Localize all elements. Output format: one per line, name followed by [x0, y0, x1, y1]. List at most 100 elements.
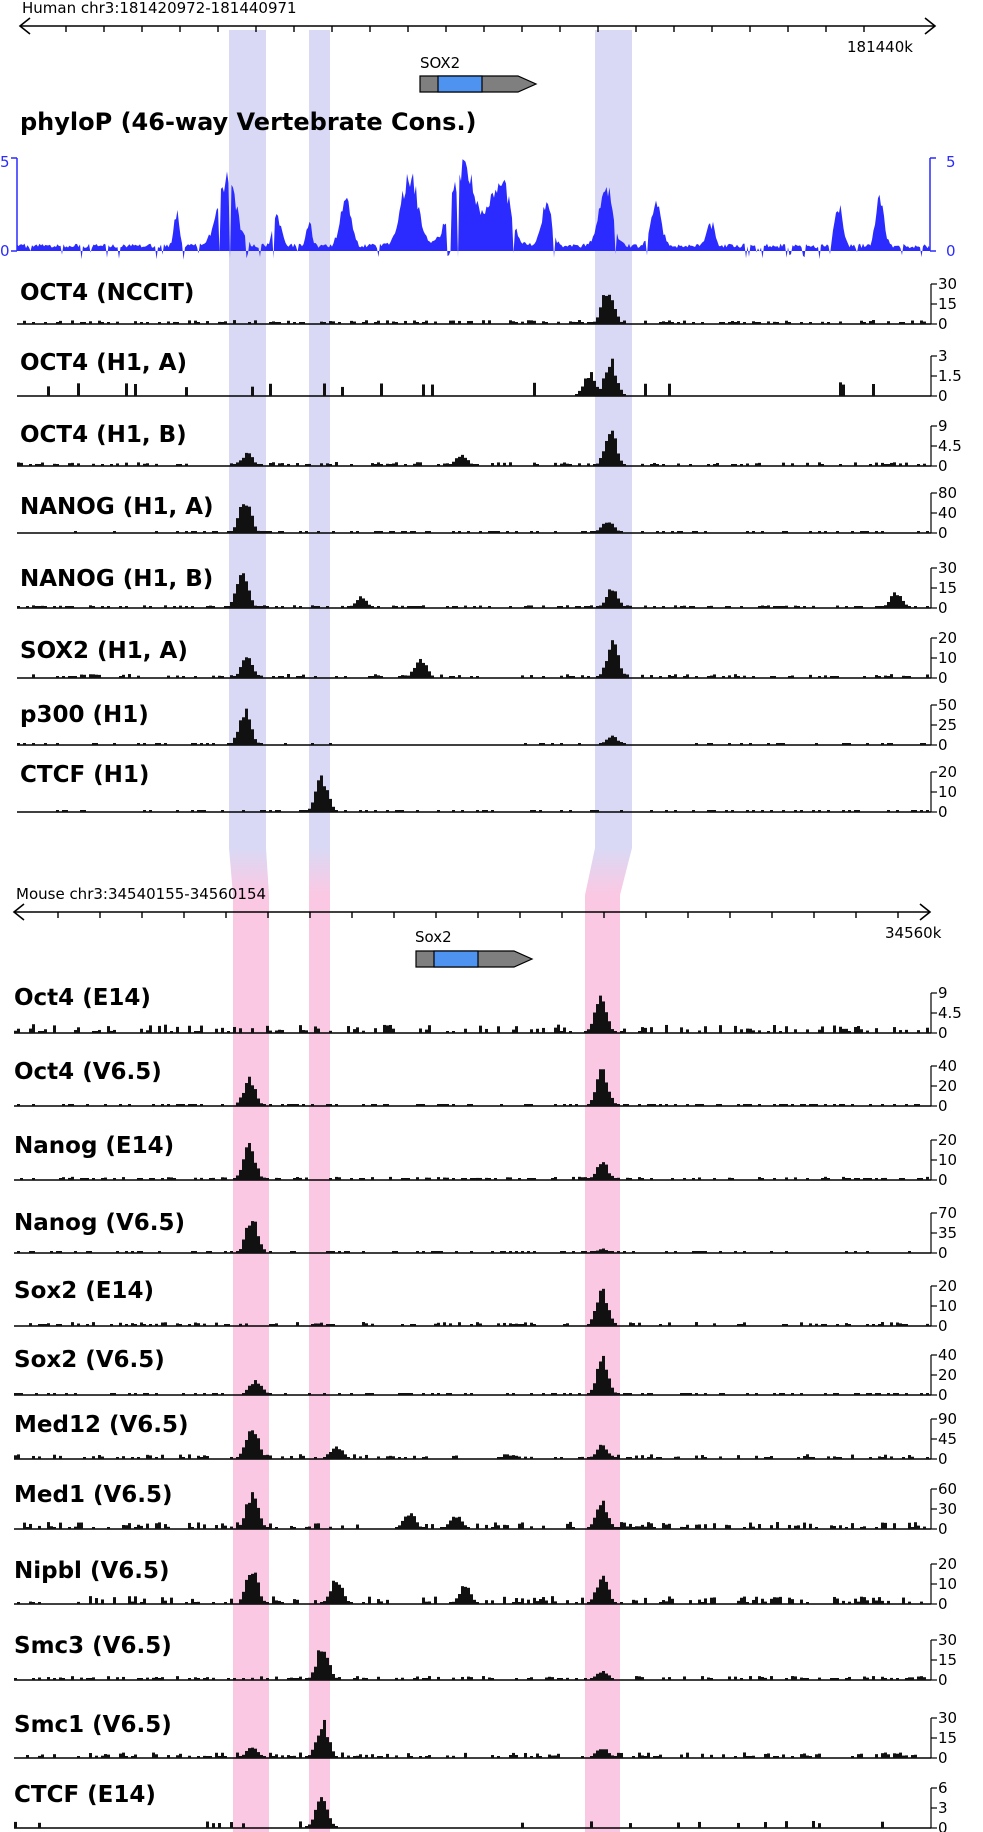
signal-bar	[608, 1589, 611, 1604]
signal-bar	[470, 1251, 473, 1253]
signal-bar	[416, 1104, 419, 1106]
signal-bar	[857, 1178, 860, 1180]
signal-bar	[851, 1454, 854, 1459]
signal-bar	[590, 605, 593, 608]
signal-bar	[230, 1456, 233, 1459]
signal-bar	[863, 1676, 866, 1680]
signal-bar	[128, 1104, 131, 1106]
signal-bar	[695, 1104, 698, 1106]
signal-bar	[854, 1598, 857, 1604]
signal-bar	[533, 1251, 536, 1253]
signal-bar	[470, 1393, 473, 1395]
signal-bar	[401, 1178, 404, 1180]
human-end-label: 181440k	[847, 38, 913, 56]
signal-bar	[890, 1322, 893, 1326]
signal-bar	[458, 1322, 461, 1326]
signal-bar	[599, 307, 602, 324]
signal-bar	[149, 1025, 152, 1033]
signal-bar	[734, 322, 737, 324]
signal-bar	[698, 1104, 701, 1106]
signal-bar	[452, 1516, 455, 1529]
signal-bar	[269, 1251, 272, 1253]
signal-bar	[605, 295, 608, 324]
signal-bar	[608, 1021, 611, 1033]
signal-bar	[608, 366, 611, 396]
signal-bar	[584, 1678, 587, 1680]
signal-bar	[926, 1176, 929, 1180]
signal-bar	[359, 1754, 362, 1758]
signal-bar	[590, 531, 593, 533]
signal-bar	[620, 602, 623, 608]
signal-bar	[902, 1324, 905, 1326]
signal-bar	[806, 462, 809, 466]
signal-bar	[917, 531, 920, 533]
signal-bar	[470, 463, 473, 466]
track-label: CTCF (H1)	[20, 762, 149, 788]
signal-bar	[875, 606, 878, 608]
signal-bar	[581, 531, 584, 533]
signal-bar	[884, 1752, 887, 1758]
signal-bar	[524, 743, 527, 745]
signal-bar	[110, 1030, 113, 1033]
signal-bar	[326, 1454, 329, 1459]
signal-bar	[833, 1525, 836, 1529]
signal-bar	[209, 1251, 212, 1253]
signal-bar	[71, 1322, 74, 1326]
signal-bar	[176, 1104, 179, 1106]
signal-bar	[599, 1444, 602, 1459]
phylop-title: phyloP (46-way Vertebrate Cons.)	[20, 108, 477, 136]
signal-bar	[233, 593, 236, 608]
signal-bar	[416, 322, 419, 324]
signal-bar	[914, 1522, 917, 1529]
signal-bar	[713, 674, 716, 678]
signal-bar	[242, 457, 245, 466]
signal-bar	[68, 1177, 71, 1180]
signal-bar	[785, 1251, 788, 1253]
signal-bar	[794, 1177, 797, 1180]
signal-bar	[719, 1456, 722, 1459]
signal-bar	[896, 595, 899, 608]
signal-bar	[728, 675, 731, 678]
signal-bar	[542, 743, 545, 745]
human-gene-model	[419, 75, 538, 93]
signal-bar	[68, 1527, 71, 1529]
signal-bar	[26, 606, 29, 608]
signal-bar	[641, 1455, 644, 1459]
signal-bar	[407, 606, 410, 608]
signal-bar	[674, 674, 677, 678]
signal-bar	[191, 810, 194, 812]
signal-bar	[857, 1026, 860, 1033]
signal-bar	[614, 309, 617, 324]
signal-bar	[221, 1393, 224, 1395]
signal-bar	[875, 462, 878, 466]
signal-bar	[422, 1597, 425, 1604]
signal-bar	[56, 1324, 59, 1326]
signal-bar	[896, 1753, 899, 1758]
signal-bar	[38, 1324, 41, 1326]
signal-bar	[26, 1527, 29, 1529]
signal-bar	[728, 606, 731, 608]
signal-bar	[815, 1104, 818, 1106]
signal-bar	[161, 1454, 164, 1459]
signal-bar	[920, 1177, 923, 1180]
signal-bar	[602, 523, 605, 533]
signal-bar	[275, 1527, 278, 1529]
signal-bar	[161, 1178, 164, 1180]
signal-bar	[185, 463, 188, 466]
signal-bar	[575, 1602, 578, 1604]
signal-bar	[59, 320, 62, 324]
signal-bar	[278, 1029, 281, 1033]
signal-bar	[905, 1393, 908, 1395]
signal-bar	[647, 1752, 650, 1758]
signal-bar	[485, 1524, 488, 1529]
signal-bar	[260, 531, 263, 533]
signal-bar	[605, 1449, 608, 1459]
signal-bar	[647, 1456, 650, 1459]
signal-bar	[389, 464, 392, 466]
signal-bar	[74, 1251, 77, 1253]
signal-bar	[113, 743, 116, 745]
track-label: OCT4 (H1, B)	[20, 422, 187, 448]
track-scale-label: 0	[938, 669, 948, 687]
signal-bar	[746, 1028, 749, 1033]
signal-bar	[596, 810, 599, 812]
